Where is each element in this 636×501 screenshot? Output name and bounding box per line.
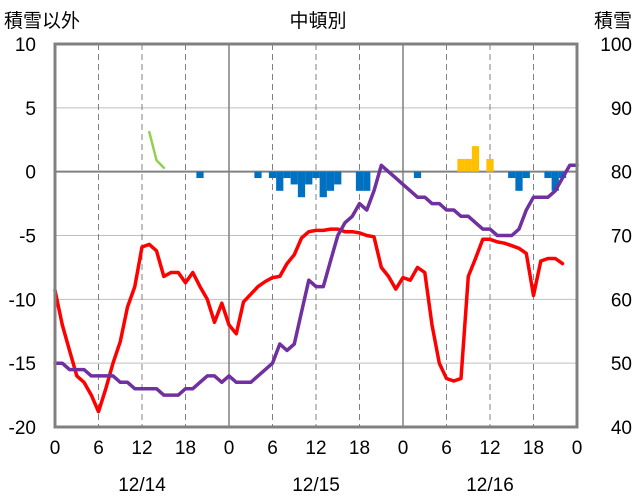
bar-negative [413, 171, 422, 179]
right-tick-label: 50 [611, 354, 632, 375]
bar-negative [305, 171, 313, 185]
bar-negative [290, 171, 298, 185]
bar-positive [471, 146, 480, 172]
left-tick-label: 5 [25, 99, 36, 120]
series-line-3 [148, 130, 166, 170]
bar-negative [268, 171, 277, 179]
bar-negative [276, 171, 284, 191]
series-line-2 [53, 163, 579, 397]
bar-negative [312, 171, 320, 179]
bar-negative [363, 171, 371, 191]
left-tick-label: -15 [9, 354, 36, 375]
x-tick-label: 0 [572, 438, 583, 459]
left-tick-label: -10 [9, 290, 36, 311]
chart-title: 中頓別 [289, 10, 346, 32]
bar-negative [544, 171, 552, 179]
day-label: 12/14 [118, 475, 166, 496]
grid [55, 43, 577, 428]
left-tick-label: 10 [15, 35, 36, 56]
bar-positive [464, 158, 472, 172]
right-axis-label: 積雪 [594, 10, 632, 32]
day-label: 12/16 [466, 475, 514, 496]
right-axis-ticks: 100 90 80 70 60 50 40 [600, 35, 632, 439]
x-tick-label: 12 [479, 438, 500, 459]
x-tick-label: 18 [523, 438, 544, 459]
right-tick-label: 90 [611, 99, 632, 120]
right-tick-label: 80 [611, 163, 632, 184]
bar-negative [319, 171, 327, 198]
bar-negative [334, 171, 342, 185]
right-tick-label: 100 [600, 35, 632, 56]
x-tick-label: 0 [398, 438, 409, 459]
plot-area-frame [53, 42, 579, 429]
right-tick-label: 40 [611, 418, 632, 439]
x-axis-ticks: 0 6 12 18 0 6 12 18 0 6 12 18 0 [50, 438, 583, 459]
x-tick-label: 18 [349, 438, 370, 459]
bar-negative [515, 171, 523, 191]
bar-negative [522, 171, 530, 179]
bar-positive [486, 158, 494, 172]
right-tick-label: 70 [611, 227, 632, 248]
left-tick-label: -5 [19, 227, 36, 248]
left-tick-label: -20 [9, 418, 36, 439]
x-tick-label: 12 [131, 438, 152, 459]
right-tick-label: 60 [611, 290, 632, 311]
bar-negative [508, 171, 516, 179]
x-tick-label: 6 [267, 438, 278, 459]
day-label: 12/15 [292, 475, 340, 496]
x-tick-label: 6 [441, 438, 452, 459]
left-tick-label: 0 [25, 163, 36, 184]
bar-negative [551, 171, 559, 191]
bar-negative [355, 171, 364, 191]
bar-negative [283, 171, 291, 179]
left-axis-label: 積雪以外 [4, 10, 80, 32]
bar-negative [196, 171, 204, 179]
x-tick-label: 12 [305, 438, 326, 459]
x-tick-label: 0 [224, 438, 235, 459]
x-tick-label: 18 [175, 438, 196, 459]
series-line-1 [53, 227, 565, 414]
x-tick-label: 6 [93, 438, 104, 459]
bar-negative [297, 171, 306, 198]
left-axis-ticks: 10 5 0 -5 -10 -15 -20 [9, 35, 36, 439]
bar-negative [326, 171, 335, 191]
x-tick-label: 0 [50, 438, 61, 459]
day-labels: 12/14 12/15 12/16 [118, 475, 514, 496]
series-lines [53, 130, 579, 414]
bar-negative [254, 171, 262, 179]
bar-positive [457, 158, 465, 172]
